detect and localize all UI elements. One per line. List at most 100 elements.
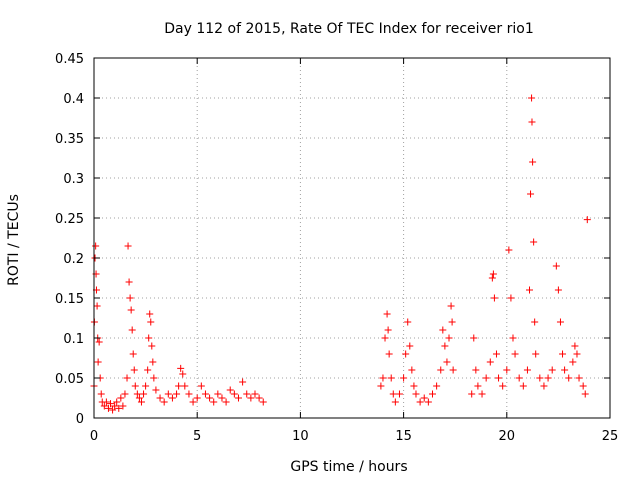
data-point-marker bbox=[519, 382, 527, 390]
data-point-marker bbox=[383, 310, 391, 318]
data-point-marker bbox=[468, 390, 476, 398]
data-point-marker bbox=[93, 302, 101, 310]
data-point-marker bbox=[536, 374, 544, 382]
y-tick-label: 0.4 bbox=[63, 92, 84, 107]
data-point-marker bbox=[575, 374, 583, 382]
data-point-marker bbox=[127, 306, 135, 314]
x-tick-label: 20 bbox=[499, 429, 516, 444]
data-point-marker bbox=[486, 358, 494, 366]
data-point-marker bbox=[445, 334, 453, 342]
data-point-marker bbox=[181, 382, 189, 390]
data-point-marker bbox=[377, 382, 385, 390]
data-point-marker bbox=[544, 374, 552, 382]
data-point-marker bbox=[404, 318, 412, 326]
data-point-marker bbox=[531, 318, 539, 326]
data-point-marker bbox=[569, 358, 577, 366]
data-point-marker bbox=[408, 366, 416, 374]
data-point-marker bbox=[206, 394, 214, 402]
data-point-marker bbox=[239, 378, 247, 386]
data-point-marker bbox=[131, 382, 139, 390]
data-point-marker bbox=[449, 366, 457, 374]
data-point-marker bbox=[503, 366, 511, 374]
data-point-marker bbox=[523, 366, 531, 374]
x-tick-label: 0 bbox=[90, 429, 98, 444]
data-point-marker bbox=[128, 326, 136, 334]
data-point-marker bbox=[121, 390, 129, 398]
data-point-marker bbox=[107, 400, 115, 408]
data-point-marker bbox=[581, 390, 589, 398]
data-point-marker bbox=[428, 390, 436, 398]
data-point-marker bbox=[147, 318, 155, 326]
data-point-marker bbox=[145, 334, 153, 342]
data-point-marker bbox=[478, 390, 486, 398]
data-point-marker bbox=[381, 334, 389, 342]
y-tick-label: 0.35 bbox=[55, 132, 84, 147]
x-tick-label: 10 bbox=[292, 429, 309, 444]
y-tick-label: 0.45 bbox=[55, 52, 84, 67]
data-point-marker bbox=[528, 118, 536, 126]
data-point-marker bbox=[571, 342, 579, 350]
plot-frame bbox=[93, 57, 611, 419]
data-point-marker bbox=[395, 390, 403, 398]
data-point-marker bbox=[488, 274, 496, 282]
data-point-marker bbox=[379, 374, 387, 382]
data-point-marker bbox=[160, 398, 168, 406]
data-point-marker bbox=[511, 350, 519, 358]
data-point-marker bbox=[175, 382, 183, 390]
data-point-marker bbox=[561, 366, 569, 374]
data-point-marker bbox=[389, 390, 397, 398]
y-tick-label: 0.2 bbox=[63, 252, 84, 267]
data-point-marker bbox=[583, 216, 591, 224]
data-point-marker bbox=[189, 398, 197, 406]
data-point-marker bbox=[391, 398, 399, 406]
data-point-marker bbox=[177, 364, 185, 372]
data-point-marker bbox=[97, 390, 105, 398]
data-point-marker bbox=[402, 350, 410, 358]
data-point-marker bbox=[94, 358, 102, 366]
y-axis-label: ROTI / TECUs bbox=[6, 194, 22, 286]
y-tick-label: 0 bbox=[76, 412, 84, 427]
data-point-marker bbox=[247, 394, 255, 402]
x-tick-label: 5 bbox=[193, 429, 201, 444]
data-point-marker bbox=[173, 390, 181, 398]
x-tick-label: 15 bbox=[395, 429, 412, 444]
y-tick-label: 0.1 bbox=[63, 332, 84, 347]
data-point-marker bbox=[150, 374, 158, 382]
data-point-marker bbox=[499, 382, 507, 390]
data-point-marker bbox=[226, 386, 234, 394]
data-point-marker bbox=[530, 238, 538, 246]
data-point-marker bbox=[509, 334, 517, 342]
data-point-marker bbox=[197, 382, 205, 390]
chart-title: Day 112 of 2015, Rate Of TEC Index for r… bbox=[164, 21, 534, 37]
data-point-marker bbox=[144, 366, 152, 374]
data-point-marker bbox=[218, 394, 226, 402]
data-point-marker bbox=[433, 382, 441, 390]
data-point-marker bbox=[559, 350, 567, 358]
data-point-marker bbox=[565, 374, 573, 382]
data-point-marker bbox=[179, 370, 187, 378]
data-point-marker bbox=[149, 358, 157, 366]
data-point-marker bbox=[214, 390, 222, 398]
data-point-marker bbox=[115, 404, 123, 412]
data-point-marker bbox=[420, 394, 428, 402]
data-point-marker bbox=[472, 366, 480, 374]
y-tick-label: 0.3 bbox=[63, 172, 84, 187]
data-point-marker bbox=[243, 390, 251, 398]
data-point-marker bbox=[448, 318, 456, 326]
data-point-marker bbox=[552, 262, 560, 270]
data-point-marker bbox=[156, 394, 164, 402]
data-point-marker bbox=[528, 94, 536, 102]
grid-lines bbox=[94, 58, 610, 418]
data-point-marker bbox=[526, 286, 534, 294]
data-point-marker bbox=[470, 334, 478, 342]
data-point-marker bbox=[406, 342, 414, 350]
data-point-marker bbox=[529, 158, 537, 166]
data-point-marker bbox=[123, 374, 131, 382]
data-point-marker bbox=[441, 342, 449, 350]
data-point-marker bbox=[92, 242, 100, 250]
data-point-marker bbox=[556, 318, 564, 326]
data-point-marker bbox=[125, 278, 133, 286]
data-point-marker bbox=[234, 394, 242, 402]
data-point-marker bbox=[113, 398, 121, 406]
